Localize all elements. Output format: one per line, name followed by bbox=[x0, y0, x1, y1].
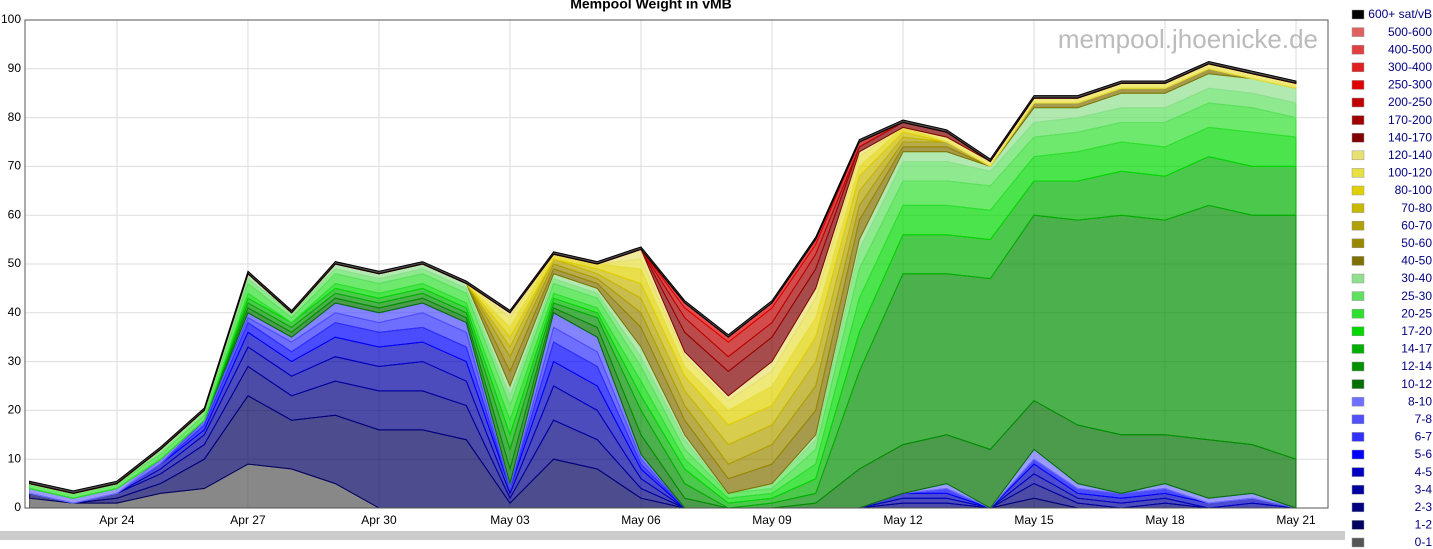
x-tick-label: May 21 bbox=[1276, 513, 1316, 527]
legend-label: 40-50 bbox=[1401, 254, 1432, 268]
legend-swatch bbox=[1351, 273, 1365, 284]
legend-swatch bbox=[1351, 379, 1365, 389]
legend-swatch bbox=[1351, 484, 1365, 495]
legend-label: 30-40 bbox=[1401, 271, 1432, 285]
y-tick-label: 10 bbox=[8, 451, 22, 465]
legend-swatch bbox=[1351, 256, 1365, 266]
legend-swatch bbox=[1351, 449, 1365, 460]
legend-swatch bbox=[1351, 520, 1365, 530]
legend-label: 300-400 bbox=[1388, 60, 1432, 74]
x-tick-label: Apr 27 bbox=[230, 513, 266, 527]
legend-label: 7-8 bbox=[1415, 412, 1433, 426]
legend-label: 50-60 bbox=[1401, 236, 1432, 250]
legend-swatch bbox=[1351, 326, 1365, 337]
plot-frame bbox=[24, 19, 1329, 509]
x-tick-label: May 09 bbox=[752, 513, 792, 527]
legend-label: 6-7 bbox=[1415, 430, 1433, 444]
scrollbar[interactable] bbox=[0, 531, 1345, 540]
legend-label: 250-300 bbox=[1388, 78, 1432, 92]
legend-swatch bbox=[1351, 432, 1365, 442]
y-tick-label: 60 bbox=[8, 207, 22, 221]
legend-label: 500-600 bbox=[1388, 25, 1432, 39]
legend-label: 0-1 bbox=[1415, 535, 1433, 549]
area bbox=[29, 60, 1297, 494]
legend-label: 17-20 bbox=[1401, 324, 1432, 338]
legend-swatch bbox=[1351, 115, 1365, 125]
x-tick-label: May 15 bbox=[1014, 513, 1054, 527]
legend-label: 4-5 bbox=[1415, 465, 1433, 479]
y-tick-label: 40 bbox=[8, 305, 22, 319]
legend-swatch bbox=[1351, 62, 1365, 73]
x-tick-label: May 06 bbox=[621, 513, 661, 527]
legend-swatch bbox=[1351, 150, 1365, 161]
x-tick-label: May 03 bbox=[490, 513, 530, 527]
legend-swatch bbox=[1351, 168, 1365, 178]
legend-swatch bbox=[1351, 220, 1365, 231]
y-tick-label: 20 bbox=[8, 403, 22, 417]
legend-label: 400-500 bbox=[1388, 42, 1432, 56]
legend-swatch bbox=[1351, 502, 1365, 513]
legend-swatch bbox=[1351, 414, 1365, 425]
legend-swatch bbox=[1351, 97, 1365, 108]
x-tick-label: Apr 30 bbox=[361, 513, 397, 527]
legend-swatch bbox=[1351, 344, 1365, 354]
legend-swatch bbox=[1351, 132, 1365, 143]
legend-swatch bbox=[1351, 185, 1365, 196]
legend-swatch bbox=[1351, 203, 1365, 213]
legend-swatch bbox=[1351, 9, 1365, 20]
legend-swatch bbox=[1351, 361, 1365, 372]
legend-label: 8-10 bbox=[1408, 394, 1432, 408]
x-tick-label: May 12 bbox=[883, 513, 923, 527]
legend-swatch bbox=[1351, 238, 1365, 249]
legend-swatch bbox=[1351, 291, 1365, 301]
legend-swatch bbox=[1351, 80, 1365, 90]
legend-label: 100-120 bbox=[1388, 166, 1432, 180]
legend-label: 3-4 bbox=[1415, 482, 1433, 496]
y-tick-label: 50 bbox=[8, 256, 22, 270]
x-tick-label: Apr 24 bbox=[99, 513, 135, 527]
plot-area bbox=[25, 19, 1328, 509]
legend-label: 70-80 bbox=[1401, 201, 1432, 215]
y-tick-label: 30 bbox=[8, 354, 22, 368]
y-tick-label: 70 bbox=[8, 159, 22, 173]
y-tick-label: 90 bbox=[8, 61, 22, 75]
legend-label: 1-2 bbox=[1415, 518, 1433, 532]
y-tick-label: 80 bbox=[8, 110, 22, 124]
watermark: mempool.jhoenicke.de bbox=[1058, 24, 1318, 54]
legend-swatch bbox=[1351, 537, 1365, 548]
legend-swatch bbox=[1351, 396, 1365, 407]
legend-label: 600+ sat/vB bbox=[1368, 7, 1432, 21]
legend-label: 200-250 bbox=[1388, 95, 1432, 109]
legend-label: 10-12 bbox=[1401, 377, 1432, 391]
legend-label: 5-6 bbox=[1415, 447, 1433, 461]
x-tick-label: May 18 bbox=[1145, 513, 1185, 527]
legend-label: 12-14 bbox=[1401, 359, 1432, 373]
legend-label: 20-25 bbox=[1401, 306, 1432, 320]
legend-label: 120-140 bbox=[1388, 148, 1432, 162]
legend-label: 14-17 bbox=[1401, 342, 1432, 356]
legend-swatch bbox=[1351, 44, 1365, 55]
legend-label: 140-170 bbox=[1388, 130, 1432, 144]
legend-label: 60-70 bbox=[1401, 218, 1432, 232]
chart-title: Mempool Weight in vMB bbox=[570, 0, 732, 12]
legend-label: 80-100 bbox=[1395, 183, 1433, 197]
legend-swatch bbox=[1351, 467, 1365, 477]
legend-swatch bbox=[1351, 308, 1365, 319]
legend-label: 170-200 bbox=[1388, 113, 1432, 127]
y-tick-label: 100 bbox=[1, 12, 21, 26]
legend-swatch bbox=[1351, 27, 1365, 37]
y-tick-label: 0 bbox=[14, 500, 21, 514]
legend-label: 25-30 bbox=[1401, 289, 1432, 303]
legend-label: 2-3 bbox=[1415, 500, 1433, 514]
